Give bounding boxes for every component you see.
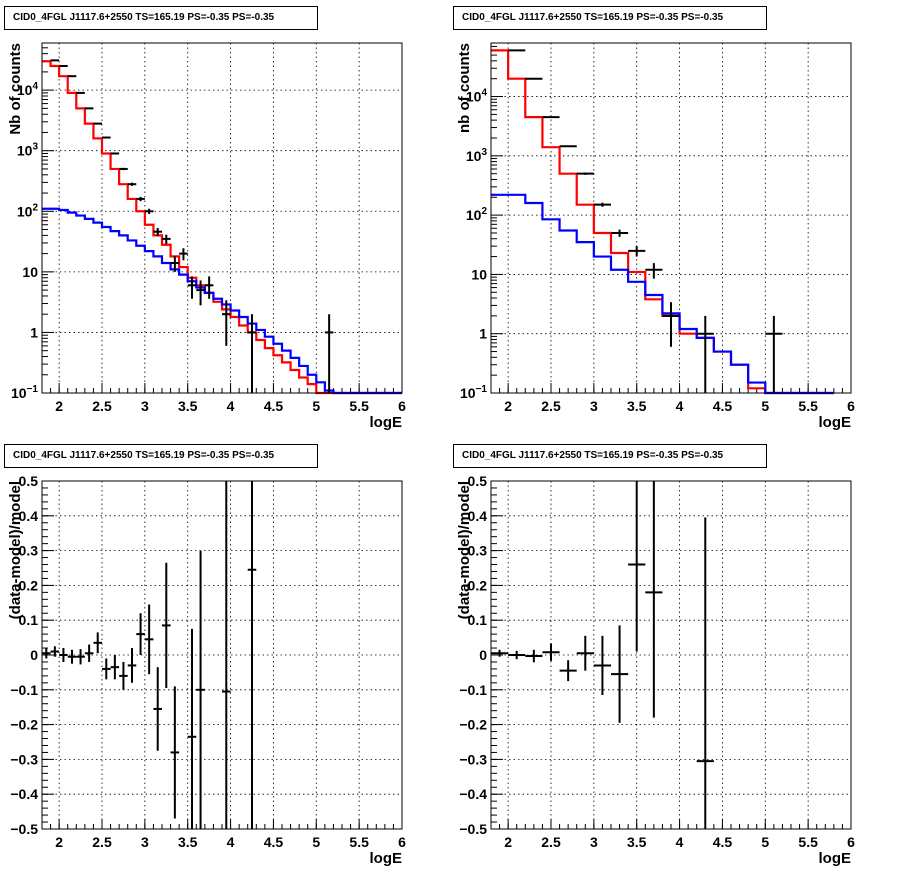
plot-frame — [490, 480, 852, 830]
y-tick-label: 103 — [17, 142, 39, 159]
y-tick-label: 103 — [466, 147, 488, 164]
y-tick-label: −0.3 — [459, 751, 487, 767]
x-tick-label: 3.5 — [178, 834, 198, 850]
panel-title-bottom-right: CID0_4FGL J1117.6+2550 TS=165.19 PS=-0.3… — [453, 444, 767, 468]
chart-panel-0: 2 2.5 3 3.5 4 4.5 5 5.5 6 10−1 1 10 102 103 104 logE Nb … — [7, 42, 406, 431]
y-tick-label: 10−1 — [460, 384, 487, 401]
x-tick-label: 2 — [504, 834, 512, 850]
y-axis-label: (data-model)/model — [7, 481, 24, 619]
x-tick-label: 6 — [398, 398, 406, 414]
x-tick-label: 4 — [227, 834, 235, 850]
x-tick-label: 3 — [141, 398, 149, 414]
y-tick-label: 10 — [22, 264, 38, 280]
histogram-series — [491, 193, 834, 395]
chart-panel-1: 2 2.5 3 3.5 4 4.5 5 5.5 6 10−1 1 10 102 103 104 logE nb … — [456, 42, 855, 431]
x-tick-label: 4 — [676, 398, 684, 414]
y-axis-label: Nb of counts — [7, 43, 24, 135]
y-tick-label: 10−1 — [11, 384, 38, 401]
x-tick-label: 6 — [847, 834, 855, 850]
y-tick-label: −0.3 — [10, 751, 38, 767]
x-tick-label: 5 — [312, 398, 320, 414]
y-tick-label: 0.4 — [468, 508, 488, 524]
x-tick-label: 5 — [312, 834, 320, 850]
y-tick-label: 0.3 — [19, 543, 39, 559]
y-tick-label: 1 — [30, 324, 38, 340]
plot-frame — [490, 42, 852, 394]
x-tick-label: 4 — [227, 398, 235, 414]
y-axis-label: (data-model)/model — [456, 481, 473, 619]
panel-title-bottom-left: CID0_4FGL J1117.6+2550 TS=165.19 PS=-0.3… — [4, 444, 318, 468]
y-tick-label: 0.3 — [468, 543, 488, 559]
x-axis-label: logE — [819, 850, 852, 867]
y-tick-label: −0.4 — [10, 786, 38, 802]
x-tick-label: 4.5 — [713, 398, 733, 414]
x-tick-label: 3 — [590, 834, 598, 850]
x-tick-label: 5.5 — [349, 834, 369, 850]
y-tick-label: 104 — [17, 81, 39, 98]
panel-title-top-left: CID0_4FGL J1117.6+2550 TS=165.19 PS=-0.3… — [4, 6, 318, 30]
x-tick-label: 2 — [55, 834, 63, 850]
x-tick-label: 6 — [398, 834, 406, 850]
x-axis-label: logE — [370, 414, 403, 431]
x-tick-label: 3.5 — [627, 834, 647, 850]
x-tick-label: 4.5 — [264, 398, 284, 414]
x-axis-label: logE — [370, 850, 403, 867]
y-tick-label: 102 — [466, 206, 488, 223]
y-tick-label: −0.2 — [10, 717, 38, 733]
x-tick-label: 3 — [590, 398, 598, 414]
y-tick-label: 0.2 — [468, 577, 488, 593]
x-tick-label: 4 — [676, 834, 684, 850]
histogram-series — [491, 49, 834, 395]
y-tick-label: 102 — [17, 202, 39, 219]
y-tick-label: 0.1 — [19, 612, 39, 628]
x-tick-label: 6 — [847, 398, 855, 414]
x-tick-label: 5.5 — [798, 398, 818, 414]
chart-panel-3: 2 2.5 3 3.5 4 4.5 5 5.5 6 −0.5 −0.4 −0.3 −0.2 −0.1 0 0.… — [456, 473, 855, 867]
x-tick-label: 2.5 — [92, 834, 112, 850]
panel-title-top-right: CID0_4FGL J1117.6+2550 TS=165.19 PS=-0.3… — [453, 6, 767, 30]
histogram-series — [42, 207, 402, 395]
y-tick-label: −0.4 — [459, 786, 487, 802]
x-tick-label: 5 — [761, 834, 769, 850]
y-tick-label: 0.2 — [19, 577, 39, 593]
y-tick-label: 0 — [30, 647, 38, 663]
y-tick-label: −0.5 — [459, 821, 487, 837]
y-tick-label: 0.5 — [19, 473, 39, 489]
y-tick-label: −0.1 — [459, 682, 487, 698]
plot-frame — [41, 480, 403, 830]
y-tick-label: −0.2 — [459, 717, 487, 733]
plot-frame — [41, 42, 403, 394]
y-tick-label: 104 — [466, 88, 488, 105]
y-tick-label: 0.1 — [468, 612, 488, 628]
y-tick-label: −0.1 — [10, 682, 38, 698]
y-axis-label: nb of counts — [456, 43, 473, 133]
x-tick-label: 2.5 — [541, 834, 561, 850]
x-tick-label: 5.5 — [798, 834, 818, 850]
x-tick-label: 3.5 — [627, 398, 647, 414]
y-tick-label: 10 — [471, 266, 487, 282]
y-tick-label: −0.5 — [10, 821, 38, 837]
x-axis-label: logE — [819, 414, 852, 431]
x-tick-label: 2 — [504, 398, 512, 414]
x-tick-label: 3.5 — [178, 398, 198, 414]
x-tick-label: 3 — [141, 834, 149, 850]
y-tick-label: 0.5 — [468, 473, 488, 489]
chart-panel-2: 2 2.5 3 3.5 4 4.5 5 5.5 6 −0.5 −0.4 −0.3 −0.2 −0.1 0 0.… — [7, 473, 406, 867]
x-tick-label: 5 — [761, 398, 769, 414]
x-tick-label: 4.5 — [264, 834, 284, 850]
x-tick-label: 5.5 — [349, 398, 369, 414]
x-tick-label: 2 — [55, 398, 63, 414]
histogram-series — [42, 60, 402, 395]
x-tick-label: 4.5 — [713, 834, 733, 850]
y-tick-label: 1 — [479, 326, 487, 342]
y-tick-label: 0.4 — [19, 508, 39, 524]
x-tick-label: 2.5 — [541, 398, 561, 414]
x-tick-label: 2.5 — [92, 398, 112, 414]
y-tick-label: 0 — [479, 647, 487, 663]
